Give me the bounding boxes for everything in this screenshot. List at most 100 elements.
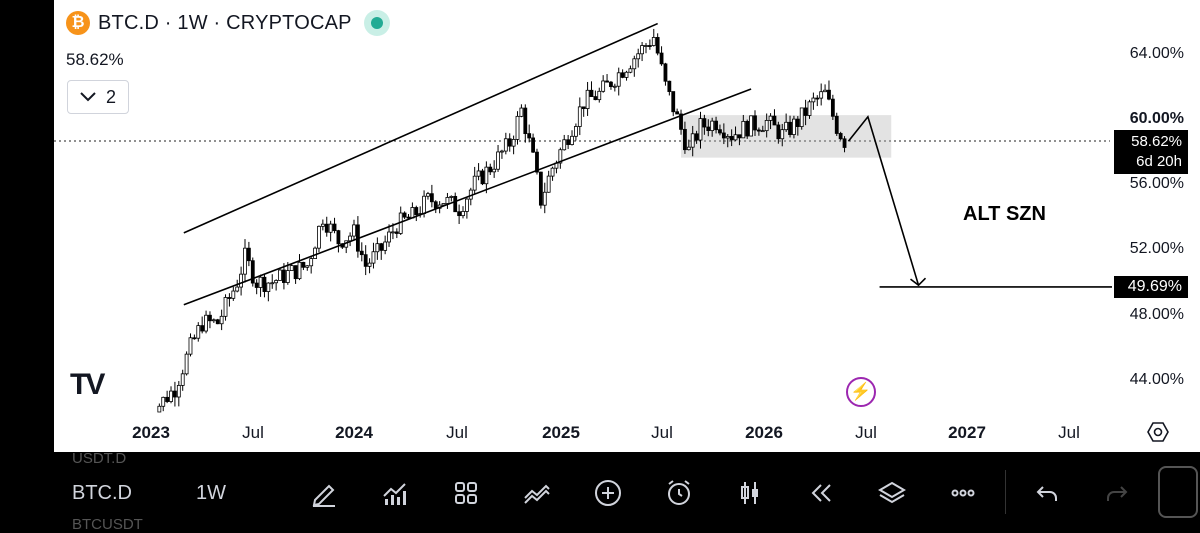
candle-body — [227, 297, 232, 299]
candle-body — [496, 151, 500, 170]
alt-szn-annotation[interactable]: ALT SZN — [963, 203, 1046, 225]
current-price-tag: 58.62% 6d 20h — [1114, 130, 1188, 174]
candle-body — [655, 37, 660, 54]
chevron-down-icon — [80, 92, 96, 102]
indicators-icon[interactable] — [378, 476, 412, 510]
time-axis-label: Jul — [855, 423, 877, 442]
candle-body — [683, 128, 687, 151]
redo-icon[interactable] — [1100, 476, 1134, 510]
candle-body — [169, 390, 173, 402]
projection-arrowhead — [910, 277, 927, 287]
candle-body — [542, 191, 547, 206]
candle-body — [718, 129, 722, 134]
candle-body — [792, 118, 796, 135]
target-price-tag: 49.69% — [1114, 276, 1188, 298]
pencil-icon[interactable] — [307, 476, 341, 510]
candle-body — [538, 171, 543, 206]
bar-countdown: 6d 20h — [1136, 153, 1182, 170]
candle-body — [402, 212, 407, 218]
time-axis-label: Jul — [446, 423, 468, 442]
candle-body — [266, 282, 271, 292]
candle-body — [585, 89, 590, 109]
bottom-toolbar — [0, 452, 1200, 532]
candle-body — [348, 235, 353, 242]
candle-body — [383, 241, 388, 251]
replay-icon[interactable] — [804, 476, 838, 510]
candle-body — [784, 121, 789, 131]
more-icon[interactable] — [946, 476, 980, 510]
candle-body — [426, 193, 430, 197]
candle-body — [601, 80, 606, 92]
candle-body — [488, 166, 493, 173]
candle-body — [609, 81, 613, 88]
candle-body — [698, 118, 703, 141]
price-axis-label: 56.00% — [1129, 175, 1184, 192]
candle-body — [795, 118, 800, 127]
candle-body — [465, 198, 469, 212]
candle-body — [301, 261, 306, 268]
candle-body — [270, 282, 275, 285]
candle-body — [741, 120, 746, 139]
candle-body — [803, 107, 808, 116]
candle-body — [320, 223, 325, 227]
candles-icon[interactable] — [733, 476, 767, 510]
symbol-button[interactable]: BTC.D — [72, 482, 132, 504]
candle-body — [313, 247, 317, 259]
candle-body — [414, 207, 419, 215]
candle-body — [375, 243, 380, 253]
alert-icon[interactable] — [662, 476, 696, 510]
candle-body — [297, 261, 302, 280]
chart-type-icon[interactable] — [520, 476, 554, 510]
candle-body — [387, 231, 391, 243]
last-value: 58.62% — [66, 50, 124, 69]
candle-body — [593, 96, 598, 101]
time-axis-label: 2027 — [948, 423, 986, 442]
interval-button[interactable]: 1W — [196, 482, 226, 504]
candle-body — [581, 106, 586, 109]
candle-body — [200, 325, 205, 332]
fullscreen-icon[interactable] — [1158, 466, 1198, 518]
candle-body — [305, 265, 310, 268]
candle-body — [157, 405, 162, 413]
candle-body — [659, 52, 664, 65]
collapse-indicators-button[interactable]: 2 — [67, 80, 129, 114]
candle-body — [546, 175, 551, 193]
candle-body — [640, 45, 644, 55]
candle-body — [612, 85, 617, 88]
price-chart[interactable] — [0, 0, 1200, 452]
candle-body — [562, 139, 567, 151]
candle-body — [710, 120, 715, 131]
candle-body — [410, 207, 415, 219]
price-axis-label: 60.00% — [1129, 110, 1184, 127]
candle-body — [799, 107, 804, 127]
candle-body — [815, 97, 820, 100]
settings-hexagon-icon[interactable] — [1146, 420, 1170, 450]
candle-body — [679, 113, 683, 130]
screen-bezel — [0, 0, 54, 452]
candle-body — [616, 72, 621, 87]
grid-icon[interactable] — [449, 476, 483, 510]
lightning-icon[interactable]: ⚡ — [846, 377, 876, 407]
candle-body — [328, 223, 333, 233]
candle-body — [574, 126, 578, 137]
candle-body — [250, 260, 255, 284]
channel-upper-trendline[interactable] — [183, 22, 658, 234]
candle-body — [690, 133, 695, 148]
undo-icon[interactable] — [1030, 476, 1064, 510]
candle-body — [515, 115, 520, 140]
market-status-icon[interactable] — [363, 10, 390, 36]
candle-body — [644, 45, 648, 47]
layers-icon[interactable] — [875, 476, 909, 510]
symbol-title[interactable]: BTC.D · 1W · CRYPTOCAP — [98, 11, 352, 34]
candle-body — [324, 223, 329, 233]
candle-body — [457, 211, 462, 217]
price-axis-label: 64.00% — [1129, 45, 1184, 62]
channel-lower-trendline[interactable] — [183, 88, 752, 306]
candles — [157, 28, 847, 413]
symbol-header[interactable]: ₿ BTC.D · 1W · CRYPTOCAP — [66, 10, 390, 36]
candle-body — [461, 211, 465, 217]
candle-body — [714, 120, 718, 131]
candle-body — [278, 269, 282, 281]
add-icon[interactable] — [591, 476, 625, 510]
projection-arrow-path[interactable] — [847, 115, 920, 286]
